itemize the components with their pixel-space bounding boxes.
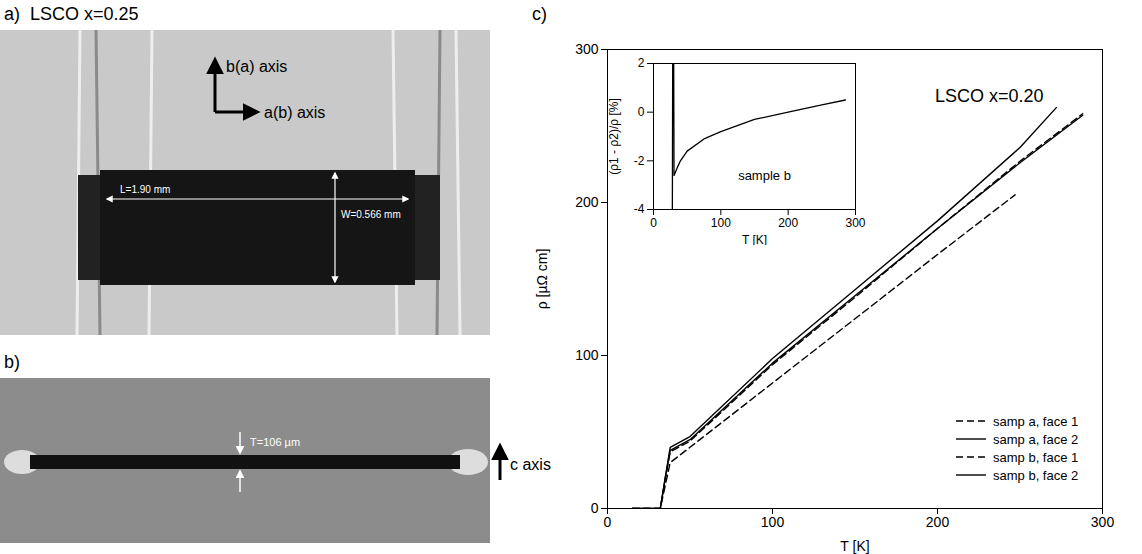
svg-text:T [K]: T [K]	[840, 538, 869, 554]
svg-text:300: 300	[1091, 514, 1115, 530]
svg-text:c axis: c axis	[510, 456, 551, 473]
svg-text:0: 0	[604, 514, 612, 530]
svg-text:LSCO x=0.25: LSCO x=0.25	[30, 4, 139, 24]
html-text:samp a, face 1: samp a, face 1	[993, 413, 1079, 429]
svg-text:200: 200	[778, 216, 798, 230]
svg-text:100: 100	[575, 347, 599, 363]
svg-text:L=1.90 mm: L=1.90 mm	[120, 184, 170, 195]
svg-text:2: 2	[638, 56, 645, 70]
svg-text:-2: -2	[634, 154, 645, 168]
svg-text:b(a) axis: b(a) axis	[226, 58, 287, 75]
svg-text:ρ [µΩ cm]: ρ [µΩ cm]	[534, 249, 550, 310]
svg-text:(ρ1 - ρ2)/ρ [%]: (ρ1 - ρ2)/ρ [%]	[607, 98, 621, 175]
svg-text:-4: -4	[634, 202, 645, 216]
svg-text:0: 0	[650, 216, 657, 230]
svg-text:200: 200	[926, 514, 950, 530]
svg-text:W=0.566 mm: W=0.566 mm	[341, 209, 401, 220]
svg-text:0: 0	[638, 105, 645, 119]
svg-text:200: 200	[575, 194, 599, 210]
svg-text:a(b) axis: a(b) axis	[264, 104, 325, 121]
html-text:samp a, face 2: samp a, face 2	[993, 431, 1079, 447]
svg-text:T=106 µm: T=106 µm	[250, 436, 300, 448]
svg-text:T [K]: T [K]	[742, 233, 767, 246]
svg-text:0: 0	[591, 500, 599, 516]
svg-text:300: 300	[575, 41, 599, 57]
svg-text:100: 100	[711, 216, 731, 230]
svg-text:sample b: sample b	[738, 168, 791, 183]
html-text:samp b, face 1: samp b, face 1	[993, 449, 1079, 465]
html-text:LSCO x=0.20: LSCO x=0.20	[935, 86, 1044, 106]
svg-text:100: 100	[761, 514, 785, 530]
html-text:c): c)	[532, 4, 547, 24]
svg-text:b): b)	[4, 352, 20, 372]
svg-text:a): a)	[4, 4, 20, 24]
html-text:samp b, face 2: samp b, face 2	[993, 467, 1079, 483]
svg-text:300: 300	[845, 216, 865, 230]
